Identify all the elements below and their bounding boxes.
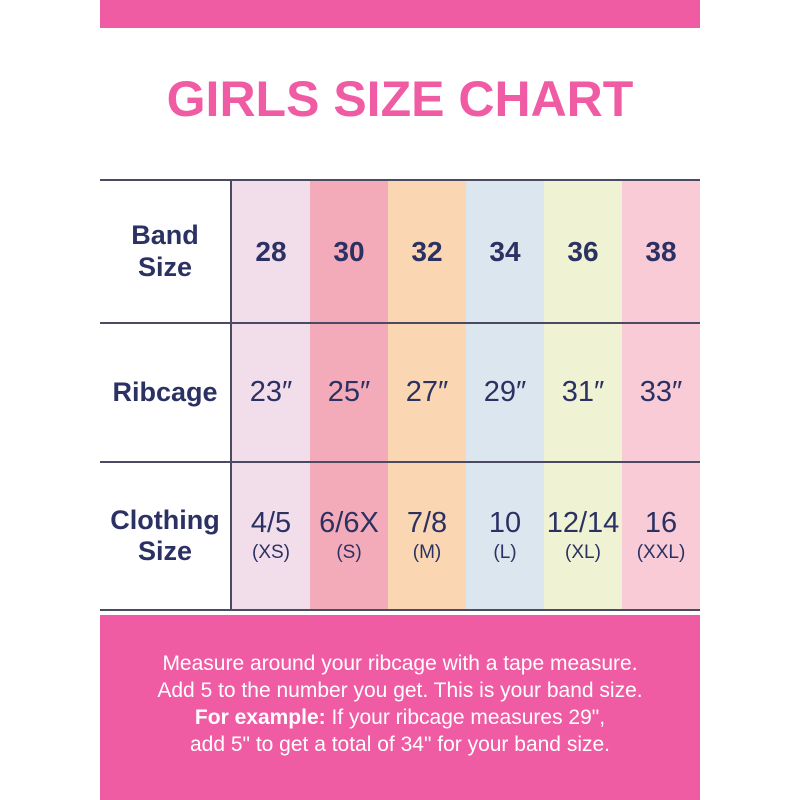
footer-instructions: Measure around your ribcage with a tape … <box>100 615 700 800</box>
row-header-clothing-size: Clothing Size <box>100 463 232 609</box>
clothing-size-letter: (L) <box>493 541 517 563</box>
clothing-size-letter: (XS) <box>252 541 290 563</box>
band-size-cell-28: 28 <box>232 181 310 324</box>
band-size-value: 28 <box>255 235 287 267</box>
size-chart-table: Band Size 28 30 32 34 36 38 Ribcage 23″ … <box>100 179 700 611</box>
ribcage-value: 33″ <box>639 376 683 408</box>
instruction-line-4: add 5" to get a total of 34" for your ba… <box>189 733 610 756</box>
ribcage-cell-31: 31″ <box>544 324 622 463</box>
ribcage-cell-29: 29″ <box>466 324 544 463</box>
instruction-line-3: For example: If your ribcage measures 29… <box>100 704 700 731</box>
instruction-line-3-text: If your ribcage measures 29", <box>331 706 606 729</box>
band-size-value: 32 <box>411 235 443 267</box>
ribcage-cell-27: 27″ <box>388 324 466 463</box>
ribcage-value: 27″ <box>405 376 449 408</box>
band-size-cell-34: 34 <box>466 181 544 324</box>
page-title: GIRLS SIZE CHART <box>166 71 634 127</box>
band-size-value: 30 <box>333 235 365 267</box>
instruction-line-1: Measure around your ribcage with a tape … <box>162 652 638 675</box>
band-size-value: 34 <box>489 235 521 267</box>
clothing-size-cell-s: 6/6X (S) <box>310 463 388 609</box>
row-header-band-size-line2: Size <box>137 251 193 282</box>
row-header-clothing-size-line2: Size <box>137 536 193 566</box>
row-header-ribcage-label: Ribcage <box>112 376 218 407</box>
clothing-size-cell-xs: 4/5 (XS) <box>232 463 310 609</box>
band-size-value: 36 <box>567 235 599 267</box>
clothing-size-value: 16 <box>644 507 678 540</box>
band-size-cell-36: 36 <box>544 181 622 324</box>
band-size-cell-32: 32 <box>388 181 466 324</box>
row-header-clothing-size-line1: Clothing <box>110 504 220 535</box>
band-size-value: 38 <box>645 235 677 267</box>
top-accent-bar <box>100 0 700 28</box>
ribcage-cell-23: 23″ <box>232 324 310 463</box>
row-header-ribcage: Ribcage <box>100 324 232 463</box>
clothing-size-cell-m: 7/8 (M) <box>388 463 466 609</box>
band-size-cell-30: 30 <box>310 181 388 324</box>
row-header-band-size: Band Size <box>100 181 232 324</box>
clothing-size-value: 6/6X <box>319 507 379 540</box>
ribcage-cell-33: 33″ <box>622 324 700 463</box>
instruction-line-3-emphasis: For example: <box>194 706 326 729</box>
clothing-size-cell-xxl: 16 (XXL) <box>622 463 700 609</box>
row-header-band-size-line1: Band <box>131 220 199 251</box>
clothing-size-cell-xl: 12/14 (XL) <box>544 463 622 609</box>
clothing-size-cell-l: 10 (L) <box>466 463 544 609</box>
ribcage-value: 29″ <box>483 376 527 408</box>
clothing-size-value: 4/5 <box>250 507 292 540</box>
instruction-line-2: Add 5 to the number you get. This is you… <box>157 679 643 702</box>
clothing-size-letter: (S) <box>336 541 362 563</box>
ribcage-value: 25″ <box>327 376 371 408</box>
ribcage-value: 31″ <box>561 376 605 408</box>
clothing-size-value: 12/14 <box>546 507 620 540</box>
band-size-cell-38: 38 <box>622 181 700 324</box>
clothing-size-value: 10 <box>488 507 522 540</box>
clothing-size-letter: (XXL) <box>636 541 686 563</box>
clothing-size-value: 7/8 <box>406 507 448 540</box>
ribcage-cell-25: 25″ <box>310 324 388 463</box>
clothing-size-letter: (XL) <box>565 541 601 563</box>
ribcage-value: 23″ <box>249 376 293 408</box>
clothing-size-letter: (M) <box>412 541 442 563</box>
